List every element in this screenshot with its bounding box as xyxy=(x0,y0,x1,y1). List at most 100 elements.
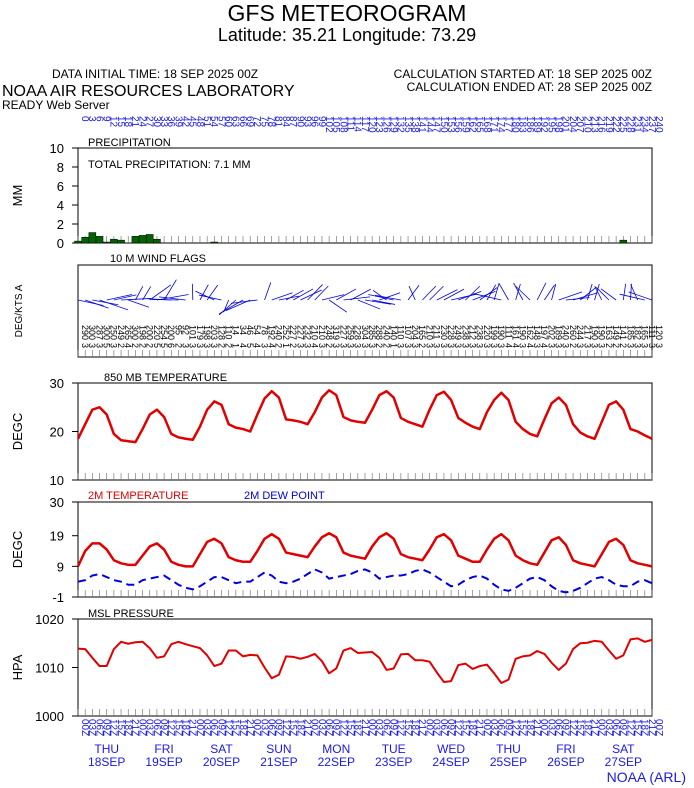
legend-2m-temperature: 2M TEMPERATURE xyxy=(88,490,188,502)
forecast-hour-label: 84 xyxy=(280,116,291,128)
forecast-hour-label: 168 xyxy=(481,116,492,133)
utc-time-label: 06Z xyxy=(380,719,391,736)
date-label: 19SEP xyxy=(145,755,182,769)
utc-time-label: 12Z xyxy=(337,719,348,736)
temp850-line xyxy=(76,389,653,444)
wind-speed-label: 2 xyxy=(381,343,391,348)
wind-direction-label: 95 xyxy=(173,325,183,335)
day-of-week-label: WED xyxy=(437,742,465,756)
wind-direction-label: 165 xyxy=(640,325,650,340)
utc-time-label: 09Z xyxy=(330,719,341,736)
precip-bar xyxy=(117,239,125,244)
wind-barb xyxy=(479,287,498,301)
wind-speed-label: 3 xyxy=(582,343,592,348)
wind-direction-label: 259 xyxy=(345,325,355,340)
wind-speed-label: 3 xyxy=(460,343,470,348)
utc-time-label: 09Z xyxy=(273,719,284,736)
forecast-hour-label: 21 xyxy=(129,116,140,128)
wind-direction-label: 285 xyxy=(367,325,377,340)
wind-direction-label: 190 xyxy=(518,325,528,340)
wind-barb xyxy=(293,288,314,301)
utc-time-label: 12Z xyxy=(223,719,234,736)
forecast-hour-label: 0 xyxy=(79,116,90,122)
wind-direction-label: 220 xyxy=(152,325,162,340)
wind-direction-label: 210 xyxy=(424,325,434,340)
wind-barb xyxy=(473,293,502,301)
wind-direction-label: 249 xyxy=(453,325,463,340)
y-tick-label: 1000 xyxy=(35,709,64,724)
wind-direction-label: 14 xyxy=(231,325,241,335)
wind-speed-label: 4 xyxy=(310,343,320,348)
forecast-hour-label: 228 xyxy=(624,116,635,133)
wind-barb xyxy=(429,285,444,301)
forecast-hour-label: 195 xyxy=(545,116,556,133)
y-axis-label: DEG/KTS A xyxy=(14,284,25,337)
wind-speed-label: 5 xyxy=(159,343,169,348)
precip-bar xyxy=(81,237,89,244)
wind-speed-label: 3 xyxy=(396,343,406,348)
forecast-hour-label: 78 xyxy=(266,116,277,128)
forecast-hour-label: 60 xyxy=(223,116,234,128)
precip-bar xyxy=(74,240,82,244)
wind-barb xyxy=(142,286,152,301)
wind-barb xyxy=(596,287,610,301)
wind-direction-label: 254 xyxy=(159,325,169,340)
wind-barb xyxy=(85,299,109,309)
forecast-hour-label: 3 xyxy=(86,116,97,122)
wind-barb xyxy=(135,286,144,301)
wind-barb xyxy=(149,284,172,301)
wind-direction-label: 212 xyxy=(467,325,477,340)
wind-speed-label: 3 xyxy=(467,343,477,348)
utc-time-label: 03Z xyxy=(144,719,155,736)
forecast-hour-label: 129 xyxy=(388,116,399,133)
utc-time-label: 03Z xyxy=(373,719,384,736)
wind-direction-label: 250 xyxy=(109,325,119,340)
utc-time-label: 00Z xyxy=(251,719,262,736)
utc-time-label: 03Z xyxy=(488,719,499,736)
wind-barb xyxy=(587,283,593,301)
forecast-hour-label: 93 xyxy=(301,116,312,128)
forecast-hour-label: 186 xyxy=(524,116,535,133)
wind-barb xyxy=(113,294,137,301)
wind-direction-label: 228 xyxy=(446,325,456,340)
wind-direction-label: 249 xyxy=(116,325,126,340)
wind-barb xyxy=(374,294,401,301)
forecast-hour-label: 225 xyxy=(617,116,628,133)
wind-speed-label: 2 xyxy=(224,343,234,348)
wind-direction-label: 260 xyxy=(568,325,578,340)
forecast-hour-label: 33 xyxy=(158,116,169,128)
wind-speed-label: 1 xyxy=(389,343,399,348)
wind-barb xyxy=(321,294,345,301)
wind-speed-label: 3 xyxy=(317,343,327,348)
wind-direction-label: 210 xyxy=(317,325,327,340)
wind-speed-label: 3 xyxy=(360,343,370,348)
forecast-hour-label: 48 xyxy=(194,116,205,128)
wind-barb xyxy=(343,296,371,301)
forecast-hour-label: 63 xyxy=(230,116,241,128)
wind-speed-label: 3 xyxy=(209,343,219,348)
wind-barb xyxy=(630,284,639,301)
wind-direction-label: 217 xyxy=(582,325,592,340)
wind-speed-label: 2 xyxy=(130,343,140,348)
date-label: 21SEP xyxy=(260,755,297,769)
wind-speed-label: 1 xyxy=(281,343,291,348)
forecast-hour-label: 135 xyxy=(402,116,413,133)
wind-direction-label: 92 xyxy=(180,325,190,335)
wind-speed-label: 3 xyxy=(625,343,635,348)
wind-barb xyxy=(230,299,258,304)
wind-barb xyxy=(515,283,521,301)
wind-direction-label: 252 xyxy=(281,325,291,340)
forecast-hour-label: 18 xyxy=(122,116,133,128)
utc-time-label: 00Z xyxy=(653,719,664,736)
legend-2m-dew-point: 2M DEW POINT xyxy=(244,490,325,502)
temp850-title: 850 MB TEMPERATURE xyxy=(104,372,227,384)
y-tick-label: 1020 xyxy=(35,612,64,627)
forecast-hour-label: 66 xyxy=(237,116,248,128)
wind-direction-label: 46 xyxy=(245,325,255,335)
dewpoint2m-line xyxy=(77,568,653,594)
forecast-hour-label: 222 xyxy=(610,116,621,133)
forecast-hour-label: 6 xyxy=(93,116,104,122)
y-tick-label: 10 xyxy=(50,141,64,156)
wind-barb xyxy=(271,292,293,301)
date-label: 25SEP xyxy=(490,755,527,769)
